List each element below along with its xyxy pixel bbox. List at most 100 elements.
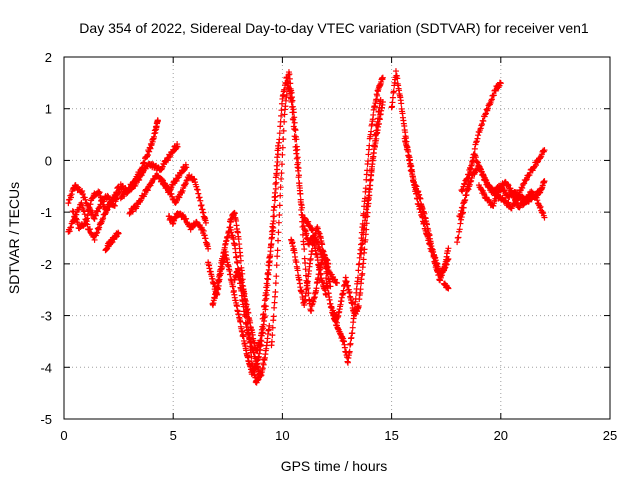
data-point bbox=[482, 176, 489, 183]
data-point bbox=[267, 253, 274, 260]
data-point bbox=[479, 121, 486, 128]
data-point bbox=[211, 280, 218, 287]
data-point bbox=[478, 168, 485, 175]
data-point bbox=[495, 189, 502, 196]
data-point bbox=[474, 159, 481, 166]
data-point bbox=[467, 178, 474, 185]
data-point bbox=[295, 172, 302, 179]
data-point bbox=[278, 112, 285, 119]
data-point bbox=[534, 159, 541, 166]
data-point bbox=[360, 256, 367, 263]
data-point bbox=[132, 180, 139, 187]
data-point bbox=[505, 182, 512, 189]
data-point bbox=[205, 245, 212, 252]
y-tick-label: -2 bbox=[40, 257, 52, 272]
data-point bbox=[141, 191, 148, 198]
data-point bbox=[294, 154, 301, 161]
data-point bbox=[128, 185, 135, 192]
data-point bbox=[79, 187, 86, 194]
data-point bbox=[445, 255, 452, 262]
data-point bbox=[237, 257, 244, 264]
data-point bbox=[195, 190, 202, 197]
data-point bbox=[523, 176, 530, 183]
data-point bbox=[529, 189, 536, 196]
data-point bbox=[480, 189, 487, 196]
data-point bbox=[279, 151, 286, 158]
data-point bbox=[96, 224, 103, 231]
data-point bbox=[102, 210, 109, 217]
data-point bbox=[458, 207, 465, 214]
data-point bbox=[455, 234, 462, 241]
data-point bbox=[334, 279, 340, 286]
series-track-10 bbox=[209, 224, 273, 380]
y-tick-label: -4 bbox=[40, 360, 52, 375]
data-point bbox=[519, 184, 526, 191]
data-point bbox=[234, 259, 241, 266]
x-tick-label: 25 bbox=[603, 428, 617, 443]
series-track-20 bbox=[388, 68, 452, 278]
data-point bbox=[537, 154, 544, 161]
data-point bbox=[272, 280, 279, 287]
data-point bbox=[430, 253, 437, 260]
data-point bbox=[174, 143, 181, 150]
data-point bbox=[465, 186, 472, 193]
data-point bbox=[86, 226, 93, 233]
series-track-19 bbox=[358, 98, 386, 257]
data-point bbox=[459, 204, 466, 211]
data-point bbox=[475, 132, 482, 139]
data-point bbox=[161, 161, 168, 168]
data-point bbox=[230, 283, 237, 290]
y-axis-label: SDTVAR / TECUs bbox=[6, 182, 22, 294]
data-point bbox=[482, 110, 489, 117]
data-point bbox=[309, 248, 316, 255]
data-point bbox=[261, 302, 268, 309]
data-point bbox=[264, 269, 271, 276]
data-point bbox=[314, 239, 321, 246]
data-point bbox=[346, 348, 353, 355]
data-point bbox=[268, 240, 275, 247]
data-point bbox=[481, 191, 488, 198]
data-point bbox=[163, 184, 170, 191]
data-point bbox=[445, 285, 452, 292]
data-point bbox=[274, 253, 281, 260]
data-point bbox=[182, 181, 189, 188]
data-point bbox=[100, 215, 107, 222]
y-tick-label: -5 bbox=[40, 412, 52, 427]
x-tick-label: 5 bbox=[170, 428, 177, 443]
data-point bbox=[194, 186, 201, 193]
data-point bbox=[459, 186, 466, 193]
data-point bbox=[104, 192, 111, 199]
data-point bbox=[68, 191, 75, 198]
data-point bbox=[82, 221, 89, 228]
data-point bbox=[521, 180, 528, 187]
data-point bbox=[461, 181, 468, 188]
data-point bbox=[477, 125, 484, 132]
data-point bbox=[168, 191, 175, 198]
data-point bbox=[473, 138, 480, 145]
data-point bbox=[293, 136, 300, 143]
grid-lines bbox=[64, 57, 610, 419]
data-point bbox=[358, 241, 365, 248]
data-point bbox=[111, 202, 118, 209]
data-point bbox=[454, 239, 461, 246]
data-point bbox=[95, 190, 102, 197]
data-point bbox=[274, 158, 281, 165]
data-point bbox=[457, 211, 464, 218]
data-point bbox=[462, 196, 469, 203]
data-point bbox=[523, 177, 530, 184]
data-points bbox=[65, 68, 548, 386]
series-track-22 bbox=[441, 280, 452, 292]
data-point bbox=[274, 247, 281, 254]
data-point bbox=[297, 199, 304, 206]
data-point bbox=[113, 189, 120, 196]
data-point bbox=[541, 178, 548, 185]
data-point bbox=[91, 236, 98, 243]
y-tick-label: 0 bbox=[45, 153, 52, 168]
data-point bbox=[539, 209, 546, 216]
data-point bbox=[525, 172, 532, 179]
data-point bbox=[277, 184, 284, 191]
data-point bbox=[273, 172, 280, 179]
data-point bbox=[271, 204, 278, 211]
data-point bbox=[199, 226, 206, 233]
